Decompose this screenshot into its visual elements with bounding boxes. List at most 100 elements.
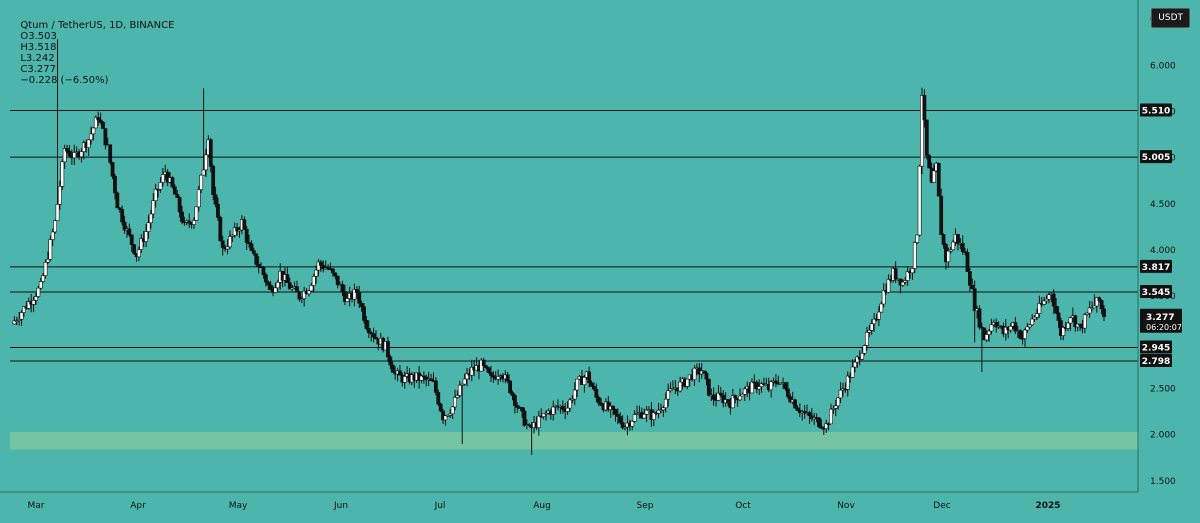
candle-body [987, 330, 991, 335]
candle-body [740, 393, 745, 397]
candle-body [180, 211, 184, 223]
candle-body [833, 405, 838, 409]
candle-body [661, 407, 666, 411]
candle-body [113, 175, 117, 194]
x-tick-label: Jul [434, 501, 446, 511]
candle-body [1087, 307, 1092, 314]
candle-body [630, 421, 635, 427]
candle-body [86, 139, 91, 149]
candle-body [536, 415, 541, 428]
candle-body [893, 268, 898, 280]
candle-body [57, 186, 62, 205]
candle-body [551, 406, 556, 415]
candle-body [611, 405, 615, 410]
candle-body [1082, 314, 1087, 329]
candle-body [129, 234, 134, 245]
candle-body [750, 381, 754, 394]
candle-body [510, 392, 515, 396]
candle-body [721, 394, 726, 404]
candle-body [50, 231, 55, 240]
candle-body [445, 414, 450, 417]
candle-body [560, 405, 565, 410]
candle-body [946, 250, 951, 263]
candle-body [342, 291, 347, 302]
low-value: L3.242 [20, 53, 55, 64]
candle-body [623, 426, 627, 429]
candle-body [613, 409, 618, 415]
candle-body [115, 192, 120, 209]
candle-body [1102, 308, 1106, 318]
candle-body [785, 388, 790, 398]
candle-body [575, 378, 580, 391]
candle-body [910, 268, 915, 274]
x-tick-label: Oct [735, 501, 751, 511]
candle-body [836, 397, 841, 407]
candle-body [1054, 305, 1059, 314]
candle-body [275, 281, 280, 289]
candle-body [333, 272, 338, 277]
currency-button[interactable]: USDT [1151, 8, 1190, 28]
candle-body [977, 308, 982, 328]
candle-body [228, 236, 232, 248]
candle-body [196, 189, 201, 208]
candle-body [220, 240, 225, 248]
candle-body [951, 241, 956, 251]
candle-body [211, 165, 216, 195]
candle-body [972, 288, 977, 312]
candle-body [922, 95, 927, 121]
candle-body [606, 401, 611, 410]
candle-body [235, 227, 240, 232]
candle-body [491, 375, 496, 378]
candle-body [261, 266, 266, 275]
candle-body [867, 330, 872, 333]
candle-body [692, 367, 697, 381]
candle-body [663, 398, 668, 409]
candle-body [357, 292, 362, 304]
candle-body [31, 300, 36, 305]
candle-body [366, 328, 371, 334]
candle-body [994, 322, 999, 328]
candle-body [1018, 330, 1023, 339]
candle-body [22, 306, 26, 313]
candle-body [568, 399, 572, 409]
level-price-label: 5.510 [1142, 107, 1170, 117]
candle-body [311, 276, 316, 286]
candle-body [711, 394, 716, 400]
candle-body [419, 375, 424, 381]
candle-body [860, 352, 865, 360]
y-tick-label: 1.500 [1150, 477, 1176, 487]
candle-body [754, 382, 759, 390]
candle-body [237, 229, 242, 232]
candle-body [508, 380, 513, 394]
candle-body [364, 320, 369, 329]
candle-body [484, 365, 489, 369]
level-price-tag [1140, 354, 1172, 368]
candle-body [589, 382, 594, 387]
candle-body [845, 375, 850, 390]
candle-body [438, 403, 443, 412]
candle-body [307, 290, 311, 295]
candle-body [718, 392, 723, 396]
candle-body [965, 252, 970, 272]
candle-body [632, 414, 637, 422]
candle-body [872, 318, 877, 325]
candle-body [60, 161, 65, 187]
candle-body [316, 261, 321, 271]
candle-body [1027, 324, 1032, 328]
candle-body [354, 289, 359, 293]
candle-body [900, 281, 905, 286]
candle-body [225, 246, 230, 250]
candle-body [67, 150, 72, 157]
candle-body [1061, 327, 1066, 336]
level-price-tag [1140, 103, 1172, 117]
candle-body [1092, 305, 1097, 309]
last-price-label: 3.277 [1146, 313, 1174, 323]
candle-countdown: 06:20:07 [1146, 323, 1182, 332]
candle-body [295, 286, 299, 293]
y-tick-label: 2.000 [1150, 431, 1176, 441]
candle-body [594, 388, 599, 398]
candle-body [263, 274, 268, 283]
candle-body [285, 274, 290, 284]
candle-body [1073, 315, 1078, 328]
